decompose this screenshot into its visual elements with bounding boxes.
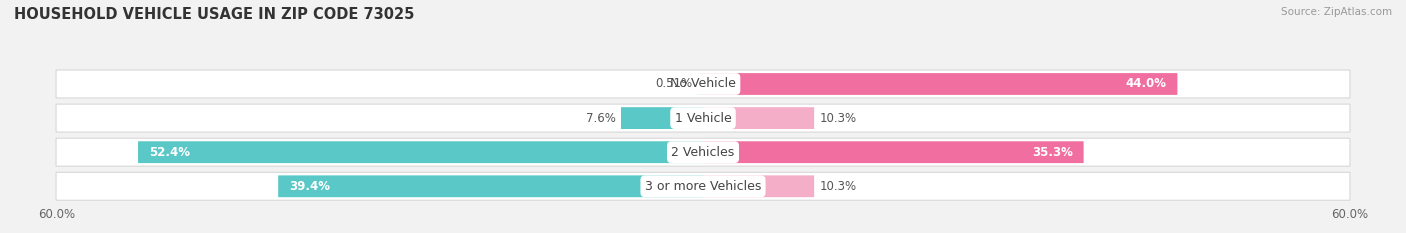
FancyBboxPatch shape <box>56 172 1350 200</box>
FancyBboxPatch shape <box>703 175 814 197</box>
FancyBboxPatch shape <box>697 73 703 95</box>
FancyBboxPatch shape <box>703 73 1177 95</box>
FancyBboxPatch shape <box>703 141 1084 163</box>
Text: 10.3%: 10.3% <box>820 180 856 193</box>
Text: 3 or more Vehicles: 3 or more Vehicles <box>645 180 761 193</box>
FancyBboxPatch shape <box>703 107 814 129</box>
Text: 44.0%: 44.0% <box>1126 78 1167 90</box>
Text: 2 Vehicles: 2 Vehicles <box>672 146 734 159</box>
Text: 0.51%: 0.51% <box>655 78 692 90</box>
FancyBboxPatch shape <box>56 138 1350 166</box>
Text: 1 Vehicle: 1 Vehicle <box>675 112 731 125</box>
Text: 10.3%: 10.3% <box>820 112 856 125</box>
Text: Source: ZipAtlas.com: Source: ZipAtlas.com <box>1281 7 1392 17</box>
Text: 52.4%: 52.4% <box>149 146 190 159</box>
Text: No Vehicle: No Vehicle <box>671 78 735 90</box>
Text: 7.6%: 7.6% <box>586 112 616 125</box>
FancyBboxPatch shape <box>56 70 1350 98</box>
FancyBboxPatch shape <box>138 141 703 163</box>
FancyBboxPatch shape <box>56 104 1350 132</box>
Text: 35.3%: 35.3% <box>1032 146 1073 159</box>
Text: 39.4%: 39.4% <box>290 180 330 193</box>
FancyBboxPatch shape <box>621 107 703 129</box>
Text: HOUSEHOLD VEHICLE USAGE IN ZIP CODE 73025: HOUSEHOLD VEHICLE USAGE IN ZIP CODE 7302… <box>14 7 415 22</box>
FancyBboxPatch shape <box>278 175 703 197</box>
